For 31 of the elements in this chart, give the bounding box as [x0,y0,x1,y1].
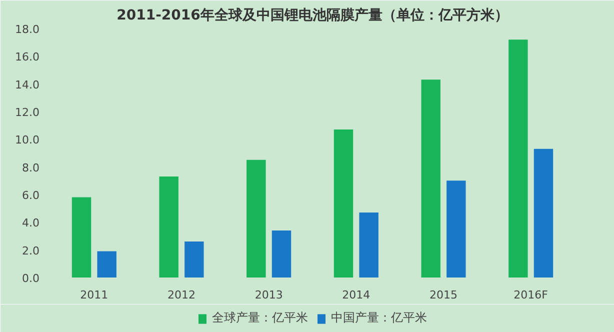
bar [421,80,440,278]
bar [159,176,178,278]
bar [184,242,204,278]
y-tick-label: 6.0 [22,189,40,202]
bar [72,197,92,278]
bar [97,251,116,278]
x-tick-label: 2011 [80,288,108,302]
chart-title: 2011-2016年全球及中国锂电池隔膜产量（单位：亿平方米） [116,6,508,24]
y-tick-label: 14.0 [15,78,40,92]
legend-label: 中国产量：亿平米 [331,310,427,326]
legend-label: 全球产量：亿平米 [212,310,308,326]
y-tick-label: 2.0 [22,244,40,258]
y-tick-label: 4.0 [22,216,40,230]
bar [246,160,266,278]
x-tick-label: 2015 [430,288,458,302]
x-tick-label: 2016F [514,288,548,302]
bar [272,230,292,278]
y-tick-label: 16.0 [15,50,40,64]
y-tick-label: 18.0 [15,23,40,36]
x-tick-label: 2013 [254,288,283,302]
y-tick-label: 8.0 [22,161,40,174]
y-tick-label: 12.0 [15,106,40,119]
bar [359,212,378,278]
y-tick-label: 0.0 [22,272,40,285]
bar [446,180,466,278]
bar [334,129,354,278]
y-tick-label: 10.0 [15,134,40,147]
x-tick-label: 2012 [168,288,196,302]
x-tick-label: 2014 [342,288,370,302]
bar [508,40,528,278]
bar [534,148,554,278]
